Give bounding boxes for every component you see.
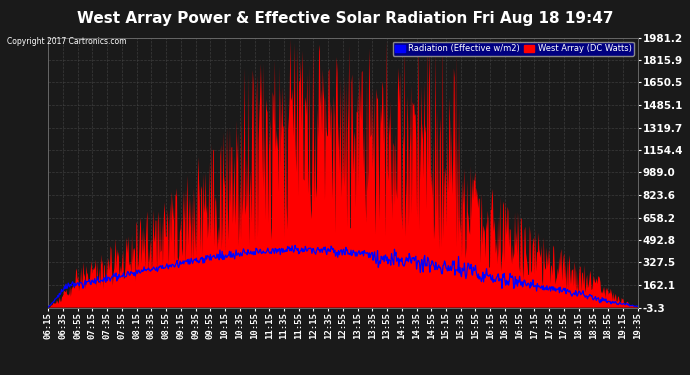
Legend: Radiation (Effective w/m2), West Array (DC Watts): Radiation (Effective w/m2), West Array (… — [393, 42, 634, 56]
Text: West Array Power & Effective Solar Radiation Fri Aug 18 19:47: West Array Power & Effective Solar Radia… — [77, 11, 613, 26]
Text: Copyright 2017 Cartronics.com: Copyright 2017 Cartronics.com — [7, 38, 126, 46]
